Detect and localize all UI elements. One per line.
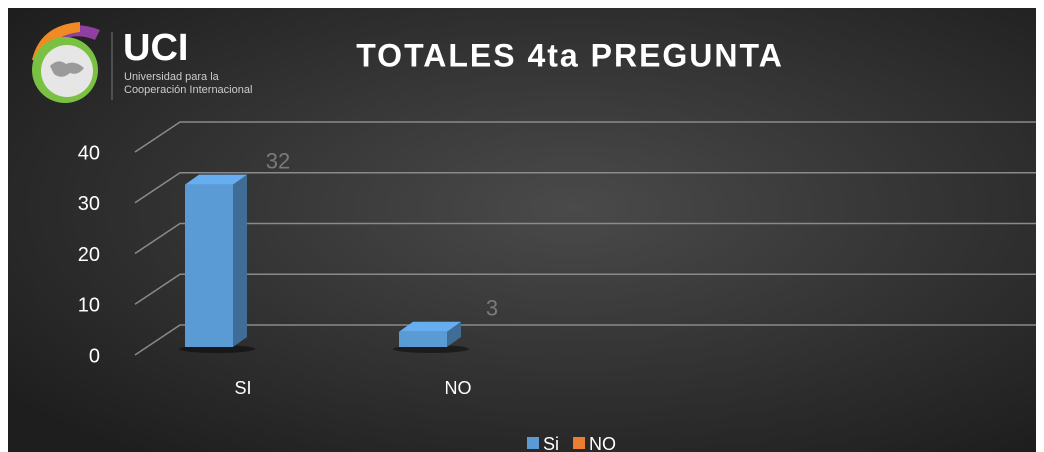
logo-name: UCI xyxy=(123,27,188,69)
y-tick-label: 10 xyxy=(78,295,100,317)
logo-line: Cooperación Internacional xyxy=(124,84,252,96)
bar-top xyxy=(185,174,247,185)
legend-swatch xyxy=(573,437,586,449)
legend-swatch xyxy=(527,437,539,449)
grid-line xyxy=(134,324,1036,356)
grid-line xyxy=(134,273,1036,305)
bar-side xyxy=(233,174,247,347)
chart-background xyxy=(8,8,1036,452)
legend-label: NO xyxy=(589,434,616,452)
logo: UCI Universidad para la Cooperación Inte… xyxy=(32,22,252,103)
legend-label: Si xyxy=(543,434,559,452)
x-tick-label: NO xyxy=(445,378,472,398)
x-tick-label: SI xyxy=(234,378,251,398)
bar xyxy=(399,331,447,347)
logo-map xyxy=(50,61,84,77)
data-label: 3 xyxy=(486,296,498,321)
y-tick-label: 0 xyxy=(89,345,100,367)
bar-side xyxy=(447,321,461,347)
y-tick-label: 40 xyxy=(78,142,100,164)
data-label: 32 xyxy=(266,148,290,173)
grid-line xyxy=(134,172,1036,204)
bar xyxy=(185,184,233,347)
y-tick-label: 20 xyxy=(78,244,100,266)
chart-title: TOTALES 4ta PREGUNTA xyxy=(356,37,784,73)
bar-top xyxy=(399,321,461,332)
y-tick-label: 30 xyxy=(78,193,100,215)
grid-line xyxy=(134,121,1036,153)
grid-line xyxy=(134,222,1036,255)
logo-line: Universidad para la xyxy=(124,71,220,83)
